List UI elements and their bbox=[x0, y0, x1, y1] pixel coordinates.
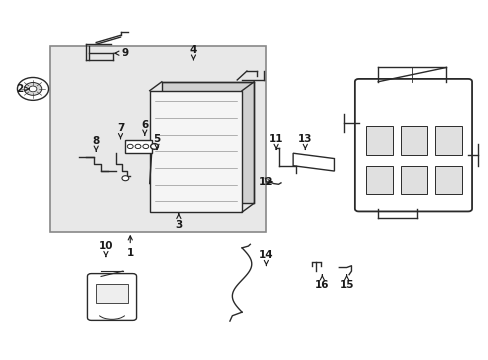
Polygon shape bbox=[292, 153, 334, 171]
Bar bbox=[434, 126, 461, 155]
Text: 3: 3 bbox=[175, 214, 182, 230]
Text: 2: 2 bbox=[16, 84, 29, 94]
Bar bbox=[162, 82, 254, 203]
Bar bbox=[434, 166, 461, 194]
Text: 5: 5 bbox=[153, 134, 160, 149]
Bar bbox=[50, 46, 266, 232]
Circle shape bbox=[18, 77, 48, 100]
Text: 7: 7 bbox=[117, 123, 124, 139]
Text: 12: 12 bbox=[259, 177, 273, 187]
Circle shape bbox=[29, 86, 37, 92]
FancyBboxPatch shape bbox=[354, 79, 471, 211]
Bar bbox=[366, 166, 392, 194]
Bar bbox=[366, 126, 392, 155]
Text: 15: 15 bbox=[339, 275, 353, 291]
Text: 8: 8 bbox=[92, 136, 100, 151]
Text: 13: 13 bbox=[297, 134, 312, 149]
Circle shape bbox=[142, 144, 148, 149]
Bar bbox=[96, 284, 127, 303]
Text: 14: 14 bbox=[259, 250, 273, 266]
Text: 11: 11 bbox=[268, 134, 283, 149]
Bar bbox=[400, 166, 427, 194]
Circle shape bbox=[150, 144, 158, 149]
Text: 1: 1 bbox=[126, 236, 134, 258]
Circle shape bbox=[24, 82, 41, 95]
Circle shape bbox=[135, 144, 141, 149]
Text: 4: 4 bbox=[189, 45, 197, 60]
Bar bbox=[125, 140, 152, 153]
Circle shape bbox=[127, 144, 133, 149]
FancyBboxPatch shape bbox=[87, 274, 136, 320]
Text: 16: 16 bbox=[314, 275, 329, 291]
Text: 9: 9 bbox=[115, 48, 129, 58]
Text: 10: 10 bbox=[99, 241, 113, 257]
Bar bbox=[400, 126, 427, 155]
Text: 6: 6 bbox=[141, 120, 148, 135]
Bar bbox=[149, 91, 242, 212]
Circle shape bbox=[122, 176, 128, 181]
